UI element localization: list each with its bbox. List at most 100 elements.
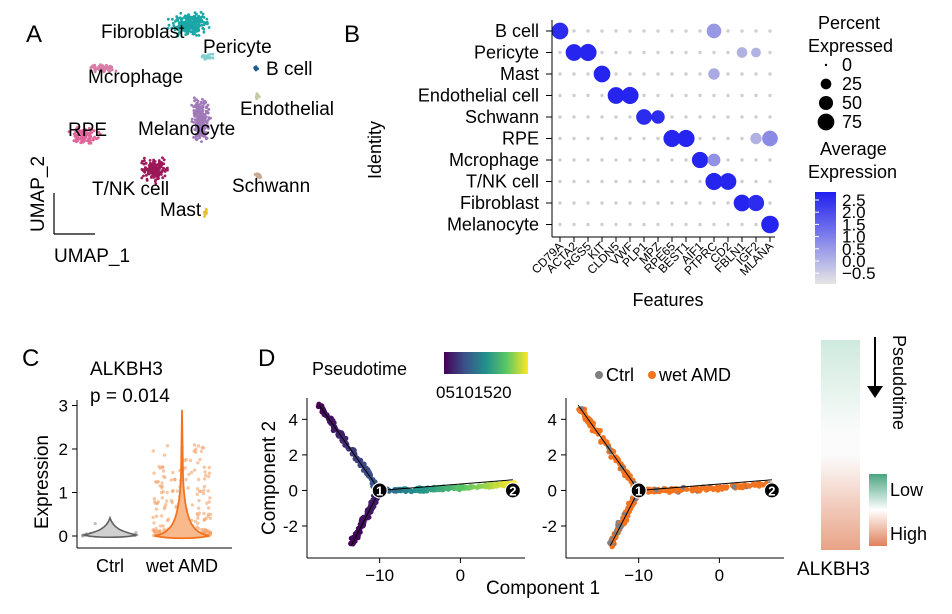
- umap-point: [67, 130, 71, 134]
- dot-background: [726, 29, 730, 33]
- umap-point: [79, 135, 83, 139]
- dot-background: [656, 29, 660, 33]
- umap-point: [200, 122, 203, 126]
- dot-Mcrophage-PTPRC: [707, 153, 721, 167]
- traj-point: [691, 487, 698, 493]
- umap-label-tnk: T/NK cell: [92, 179, 169, 200]
- umap-point: [209, 116, 213, 120]
- traj-ytick-label: 4: [289, 410, 298, 429]
- umap-point: [184, 33, 188, 36]
- size-legend-dot: [818, 95, 834, 111]
- umap-point: [197, 121, 201, 125]
- dot-background: [586, 115, 590, 119]
- violin-point-amd: [196, 521, 200, 525]
- umap-point: [182, 16, 186, 19]
- umap-point: [171, 21, 175, 25]
- violin-point-amd: [202, 511, 206, 516]
- umap-point: [201, 20, 205, 24]
- dot-Pericyte-FBLN1: [736, 47, 748, 58]
- dot-background: [656, 158, 660, 162]
- umap-point: [193, 96, 196, 100]
- panel-label-c: C: [22, 345, 39, 372]
- dot-background: [656, 179, 660, 184]
- dot-background: [684, 179, 688, 184]
- umap-point: [197, 34, 201, 37]
- umap-point: [255, 175, 259, 179]
- umap-point: [205, 17, 209, 21]
- umap-point: [153, 169, 157, 173]
- violin-shape-ctrl: [80, 515, 140, 539]
- umap-point: [258, 173, 262, 177]
- umap-point: [144, 161, 148, 165]
- umap-point: [188, 15, 192, 19]
- dot-Endothelialcell-VWF: [621, 86, 639, 105]
- dot-background: [698, 201, 702, 205]
- violin-point-amd: [190, 503, 194, 507]
- violin-point-amd: [203, 470, 207, 474]
- traj-node-label: 1: [635, 483, 642, 498]
- umap-point: [152, 173, 156, 177]
- traj-point: [613, 534, 619, 540]
- dot-background: [712, 50, 716, 55]
- umap-label-mcrophage: Mcrophage: [88, 67, 183, 88]
- violin-point-amd: [160, 514, 164, 518]
- dot-background: [698, 50, 702, 55]
- umap-point: [206, 124, 210, 128]
- dot-background: [712, 201, 716, 205]
- umap-point: [148, 162, 152, 165]
- umap-point: [152, 160, 155, 164]
- dot-Mast-KIT: [593, 65, 611, 83]
- violin-point-amd: [207, 465, 211, 470]
- dot-background: [572, 222, 576, 227]
- dot-background: [768, 93, 772, 98]
- traj-branch-line: [638, 479, 772, 491]
- traj-node-label: 2: [509, 483, 516, 498]
- umap-point: [203, 99, 207, 103]
- umap-point: [150, 175, 153, 178]
- violin-point-amd: [201, 491, 206, 496]
- umap-point: [100, 64, 104, 68]
- umap-point: [192, 26, 195, 29]
- umap-point: [253, 66, 257, 70]
- traj-point: [598, 439, 604, 445]
- umap-point: [201, 97, 204, 101]
- umap-point: [142, 162, 146, 166]
- umap-point: [173, 28, 177, 32]
- umap-point: [257, 95, 261, 99]
- umap-point: [174, 19, 177, 23]
- dot-background: [628, 158, 632, 162]
- violin-shape-amd: [154, 409, 210, 540]
- umap-point: [143, 156, 146, 160]
- dot-background: [754, 179, 758, 184]
- umap-label-pericyte: Pericyte: [203, 37, 272, 58]
- dot-background: [614, 50, 618, 55]
- umap-point: [192, 136, 196, 139]
- violin-point-amd: [206, 514, 210, 519]
- violin-point-amd: [159, 490, 164, 495]
- traj-ytick-label: 0: [548, 481, 557, 500]
- umap-label-endothelial: Endothelial: [240, 99, 334, 120]
- umap-point: [142, 174, 145, 178]
- umap-point: [178, 31, 182, 34]
- dot-background: [558, 201, 562, 205]
- violin-point-amd: [188, 458, 193, 463]
- violin-point-amd: [165, 490, 169, 495]
- violin-point-amd: [206, 474, 211, 479]
- dot-background: [558, 179, 562, 184]
- umap-point: [72, 139, 76, 143]
- violin-point-amd: [158, 484, 162, 488]
- violin-ylabel: Expression: [32, 435, 53, 529]
- traj-point: [745, 483, 751, 489]
- umap-point: [186, 29, 190, 32]
- color-legend-value: 2.5: [842, 191, 866, 210]
- traj-ytick-label: 2: [548, 446, 557, 465]
- traj-branch-line: [609, 490, 640, 546]
- violin-xlabel-ctrl: Ctrl: [96, 556, 124, 576]
- dot-background: [600, 201, 604, 205]
- dot-background: [558, 115, 562, 119]
- umap-point: [166, 17, 170, 21]
- dot-background: [768, 29, 772, 33]
- dot-RPE-MLANA: [762, 130, 778, 147]
- traj-point: [670, 487, 676, 493]
- identity-label: Schwann: [465, 107, 539, 127]
